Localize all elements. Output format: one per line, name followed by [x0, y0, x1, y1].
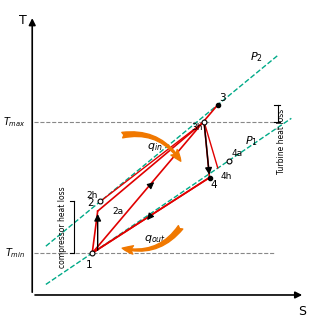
Text: Turbine heat loss: Turbine heat loss [277, 108, 286, 174]
Text: $T_{max}$: $T_{max}$ [3, 115, 25, 129]
Text: $P_1$: $P_1$ [245, 134, 258, 148]
Text: $P_2$: $P_2$ [251, 51, 263, 64]
Text: 4: 4 [211, 180, 218, 190]
Text: 1: 1 [86, 260, 93, 270]
Text: 4a: 4a [231, 149, 243, 158]
Text: 4h: 4h [220, 172, 232, 181]
Text: 2h: 2h [86, 191, 98, 200]
Text: 3h: 3h [191, 123, 203, 132]
FancyArrowPatch shape [122, 132, 181, 161]
Text: T: T [19, 14, 27, 28]
Text: 3: 3 [219, 93, 226, 103]
Text: S: S [298, 305, 306, 318]
Text: $T_{min}$: $T_{min}$ [5, 246, 25, 260]
Text: 2a: 2a [113, 207, 124, 216]
Text: 2: 2 [87, 198, 93, 208]
Text: $q_{out}$: $q_{out}$ [144, 233, 166, 245]
Text: $q_{in}$: $q_{in}$ [147, 141, 163, 153]
Text: compressor heat loss: compressor heat loss [58, 186, 67, 268]
FancyArrowPatch shape [122, 226, 183, 254]
